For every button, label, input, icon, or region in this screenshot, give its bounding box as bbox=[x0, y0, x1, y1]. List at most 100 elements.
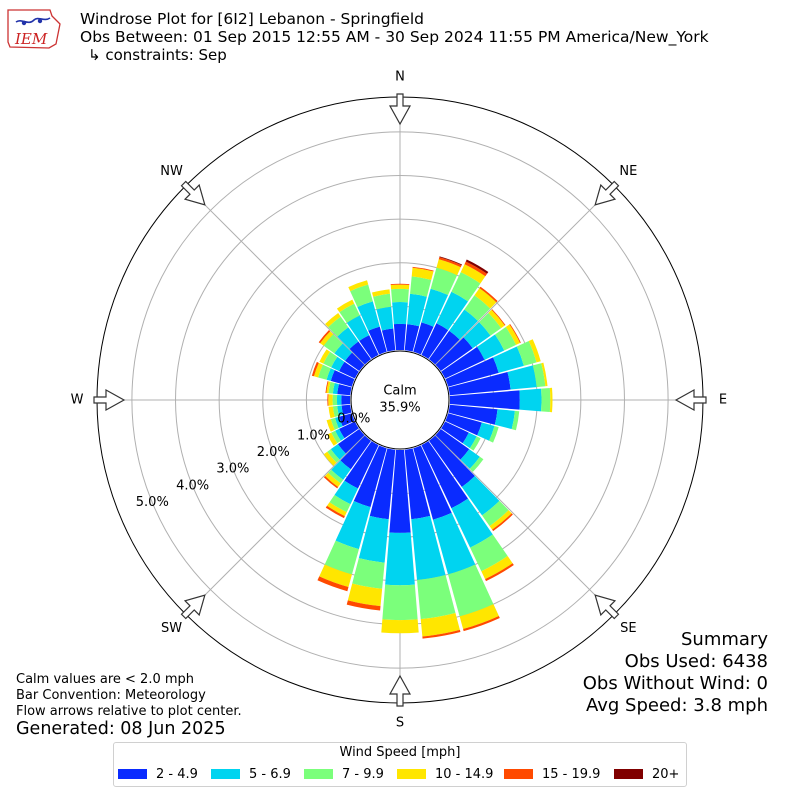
legend-item-4: 15 - 19.9 bbox=[504, 767, 600, 782]
bar-segment bbox=[389, 449, 411, 533]
grid-spoke bbox=[435, 435, 615, 615]
bar-segment bbox=[341, 404, 352, 415]
avg-speed: Avg Speed: 3.8 mph bbox=[586, 695, 768, 716]
flow-arrow-icon bbox=[180, 594, 206, 620]
bar-segment bbox=[519, 388, 542, 412]
bar-segment bbox=[323, 351, 338, 368]
flow-arrows-note: Flow arrows relative to plot center. bbox=[16, 704, 242, 719]
bar-segment bbox=[505, 324, 521, 345]
bar-segment bbox=[469, 456, 484, 472]
bar-segment bbox=[328, 469, 344, 484]
bar-segment bbox=[441, 421, 469, 444]
generated-date: Generated: 08 Jun 2025 bbox=[16, 719, 226, 739]
bar-segment bbox=[477, 422, 495, 441]
legend-label: 20+ bbox=[652, 766, 680, 782]
bar-segment bbox=[347, 583, 383, 607]
bar-segment bbox=[511, 410, 520, 431]
flow-arrow-icon bbox=[180, 180, 206, 206]
bar-segment bbox=[445, 357, 499, 387]
bar-segment bbox=[411, 515, 446, 581]
bar-segment bbox=[376, 306, 394, 331]
bar-segment bbox=[368, 326, 387, 355]
bar-segment bbox=[532, 363, 546, 388]
legend-swatch bbox=[304, 769, 333, 779]
bar-segment bbox=[341, 395, 351, 405]
bar-segment bbox=[439, 256, 463, 266]
bar-segment bbox=[328, 406, 335, 419]
legend-swatch bbox=[118, 769, 147, 779]
bar-segment bbox=[410, 276, 432, 297]
bar-segment bbox=[413, 445, 452, 520]
bar-segment bbox=[311, 361, 319, 377]
bar-segment bbox=[420, 613, 460, 637]
radial-tick-label: 3.0% bbox=[216, 462, 249, 477]
bar-segment bbox=[495, 327, 517, 351]
bar-segment bbox=[326, 381, 331, 394]
obs-without-wind: Obs Without Wind: 0 bbox=[582, 673, 768, 694]
legend-item-5: 20+ bbox=[614, 766, 680, 782]
bar-segment bbox=[339, 413, 355, 427]
bar-segment bbox=[463, 616, 500, 632]
bar-segment bbox=[337, 327, 359, 349]
legend-label: 7 - 9.9 bbox=[342, 766, 384, 782]
axis-labels: Calm 35.9% 0.0% 1.0% 2.0% 3.0% 4.0% 5.0% N NE E SE S… bbox=[71, 70, 728, 731]
bar-segment bbox=[319, 564, 352, 587]
flow-arrow-icon bbox=[93, 388, 126, 412]
bar-segment bbox=[337, 384, 352, 396]
calm-circle bbox=[350, 350, 450, 450]
flow-arrow-icon bbox=[674, 388, 707, 412]
bar-segment bbox=[494, 409, 515, 430]
bar-segment bbox=[436, 259, 461, 276]
bar-segment bbox=[323, 451, 337, 466]
bar-segment bbox=[357, 301, 380, 331]
bar-segment bbox=[489, 426, 499, 443]
bar-segment bbox=[348, 280, 369, 292]
flow-arrow-icon bbox=[388, 674, 412, 707]
bar-segment bbox=[528, 339, 541, 363]
bar-segment bbox=[430, 267, 458, 296]
bar-segment bbox=[462, 432, 477, 449]
bar-segment bbox=[541, 362, 548, 387]
bars bbox=[311, 256, 553, 639]
calm-definition: Calm values are < 2.0 mph bbox=[16, 672, 195, 687]
direction-label-se: SE bbox=[620, 621, 636, 636]
radial-tick-label: 1.0% bbox=[297, 428, 330, 443]
bar-segment bbox=[337, 405, 344, 416]
bar-segment bbox=[359, 335, 379, 359]
bar-segment bbox=[339, 303, 360, 323]
legend-swatch bbox=[397, 769, 426, 779]
bar-segment bbox=[421, 288, 449, 327]
bar-segment bbox=[336, 394, 342, 406]
bar-segment bbox=[329, 495, 351, 513]
direction-label-n: N bbox=[395, 70, 405, 85]
bar-segment bbox=[479, 286, 498, 303]
bar-segment bbox=[411, 267, 434, 280]
calm-overlay bbox=[350, 350, 450, 450]
bar-segment bbox=[350, 284, 373, 307]
bar-segment bbox=[325, 472, 341, 487]
bar-segment bbox=[372, 289, 390, 297]
bar-segment bbox=[325, 313, 341, 328]
bar-segment bbox=[358, 515, 389, 563]
summary-heading: Summary bbox=[681, 629, 768, 650]
bar-segment bbox=[541, 387, 551, 413]
bar-segment bbox=[313, 362, 323, 378]
bar-segment bbox=[485, 563, 514, 582]
bar-segment bbox=[461, 475, 500, 516]
bar-segment bbox=[448, 372, 511, 396]
bar-segment bbox=[340, 435, 372, 470]
bar-segment bbox=[327, 394, 329, 406]
bar-segment bbox=[460, 449, 480, 469]
bar-convention: Bar Convention: Meteorology bbox=[16, 688, 206, 703]
bar-segment bbox=[381, 328, 396, 352]
direction-label-nw: NW bbox=[160, 164, 183, 179]
bar-segment bbox=[334, 343, 352, 361]
bar-segment bbox=[404, 448, 431, 520]
bar-segment bbox=[390, 284, 410, 290]
iem-logo: IEM bbox=[7, 9, 61, 49]
bar-segment bbox=[326, 368, 335, 381]
obs-used: Obs Used: 6438 bbox=[624, 651, 768, 672]
bar-segment bbox=[441, 346, 485, 379]
bar-segment bbox=[345, 352, 365, 372]
